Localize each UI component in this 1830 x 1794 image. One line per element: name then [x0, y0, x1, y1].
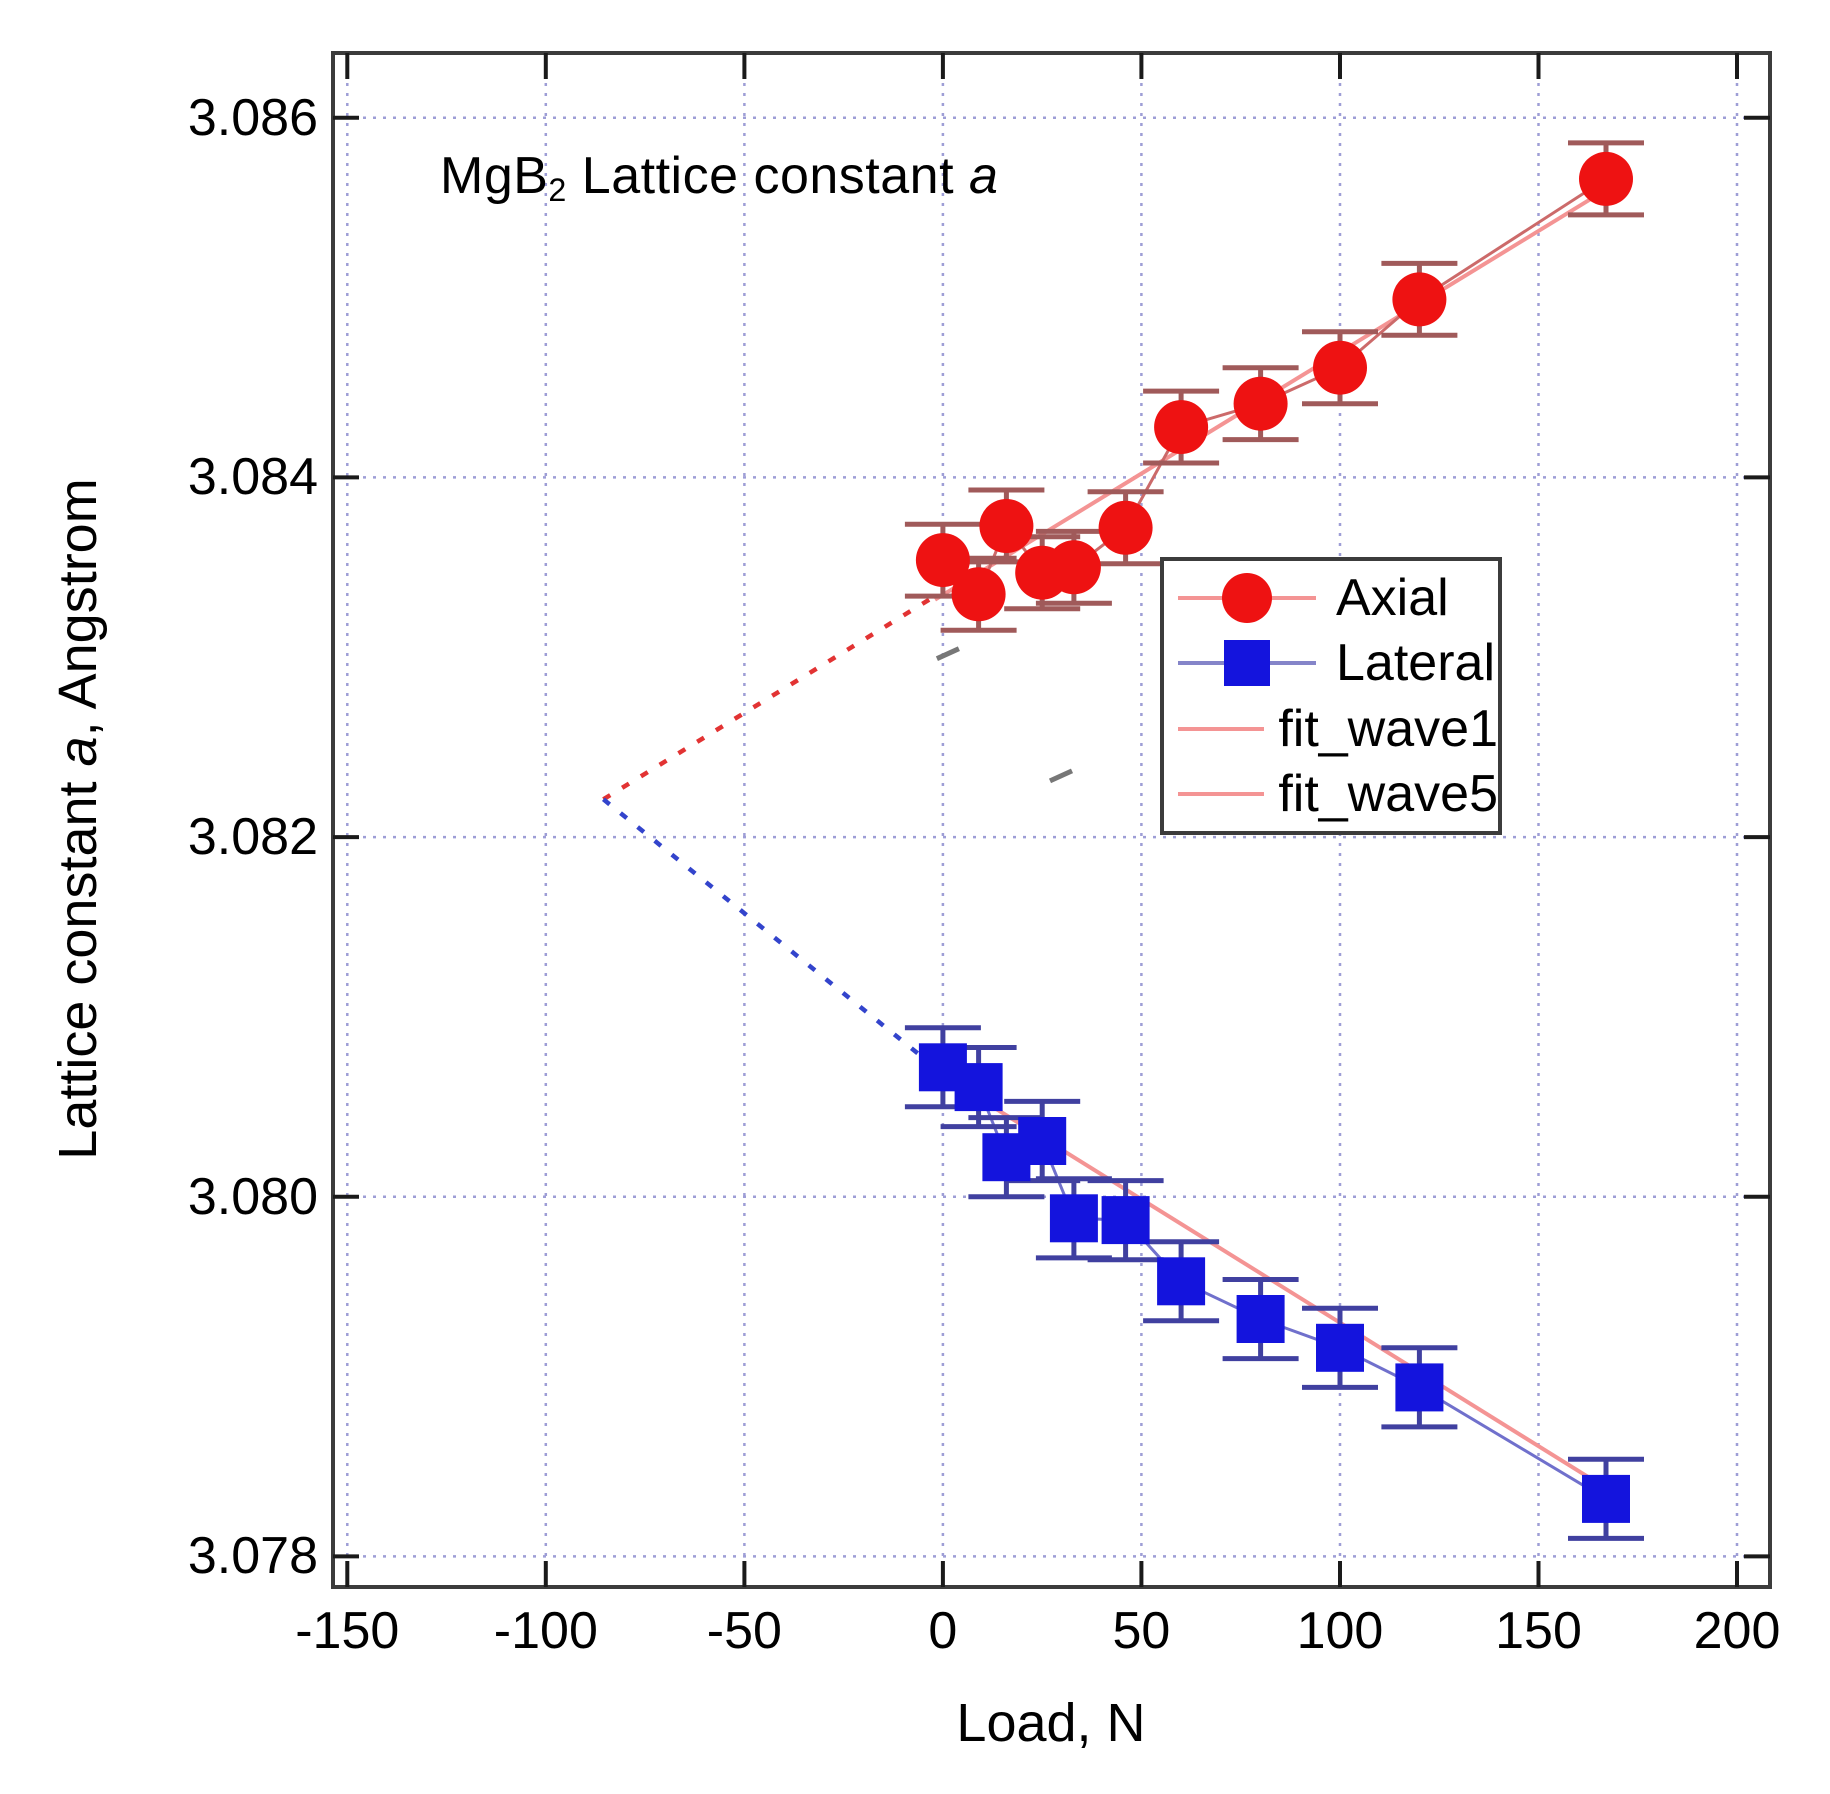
- axial-data-point: [1579, 151, 1633, 206]
- lateral-dashed-line: [601, 797, 937, 1070]
- legend-item-axial: Axial: [1172, 567, 1498, 629]
- axial-data-point: [1313, 340, 1367, 395]
- axial-data-point: [915, 533, 970, 588]
- y-tick-label: 3.078: [187, 1527, 318, 1586]
- legend-label: Lateral: [1336, 634, 1495, 693]
- lateral-data-point: [1236, 1295, 1285, 1343]
- x-tick-label: -100: [493, 1602, 598, 1660]
- y-tick-label: 3.082: [187, 808, 318, 867]
- legend-item-fit_wave1: fit_wave1: [1172, 698, 1498, 760]
- axial-data-point: [1046, 540, 1101, 595]
- lateral-data-point: [1316, 1323, 1364, 1372]
- plot-frame: [331, 51, 1772, 1589]
- legend-swatch: [1178, 792, 1265, 797]
- chart-title-text: Lattice constant: [566, 147, 969, 205]
- lateral-data-point: [1101, 1196, 1150, 1245]
- x-tick-label: 0: [928, 1602, 958, 1660]
- y-axis-title: Lattice constant a, Angstrom: [47, 369, 109, 1269]
- y-tick-label: 3.084: [187, 448, 318, 507]
- lateral-data-point: [1018, 1117, 1067, 1165]
- speck-artifact: [935, 646, 960, 661]
- speck-artifact: [1048, 768, 1074, 784]
- lateral-data-point: [1049, 1194, 1098, 1243]
- axial-dashed-line: [602, 594, 937, 802]
- axial-data-point: [1233, 376, 1288, 431]
- x-axis-title: Load, N: [956, 1693, 1146, 1753]
- y-axis-title-pre: Lattice constant: [48, 766, 108, 1160]
- x-tick-label: -50: [706, 1602, 782, 1660]
- chart-title-subscript: 2: [548, 172, 567, 209]
- axial-data-point: [1392, 272, 1447, 327]
- axial-data-point: [951, 567, 1006, 622]
- chart-title-formula: MgB: [440, 147, 549, 205]
- lateral-data-point: [1395, 1363, 1444, 1412]
- legend-label: Axial: [1336, 568, 1449, 627]
- chart-title-symbol: a: [968, 147, 999, 205]
- lateral-data-point: [1582, 1474, 1630, 1523]
- legend-square-marker-icon: [1224, 640, 1270, 687]
- x-tick-label: 200: [1693, 1602, 1781, 1660]
- legend-swatch: [1178, 572, 1316, 623]
- legend-swatch: [1178, 640, 1316, 687]
- legend-item-fit_wave5: fit_wave5: [1172, 763, 1498, 825]
- y-tick-label: 3.086: [187, 88, 318, 147]
- y-axis-title-symbol: a: [48, 736, 108, 767]
- lateral-data-point: [1157, 1257, 1206, 1306]
- legend-label: fit_wave1: [1278, 699, 1498, 758]
- lateral-data-point: [954, 1063, 1003, 1112]
- x-tick-label: 50: [1112, 1602, 1171, 1660]
- legend-swatch: [1178, 726, 1265, 731]
- x-tick-label: 150: [1495, 1602, 1582, 1660]
- chart-title: MgB2 Lattice constant a: [440, 146, 998, 209]
- legend-label: fit_wave5: [1278, 765, 1498, 824]
- x-tick-label: -150: [295, 1602, 400, 1660]
- legend-item-lateral: Lateral: [1172, 632, 1498, 694]
- y-tick-label: 3.080: [187, 1167, 318, 1226]
- legend-circle-marker-icon: [1222, 572, 1272, 623]
- axial-data-point: [1154, 400, 1209, 455]
- x-tick-label: 100: [1296, 1602, 1384, 1660]
- axial-data-point: [979, 499, 1034, 553]
- axial-data-point: [1098, 500, 1153, 555]
- y-axis-title-post: , Angstrom: [48, 478, 108, 737]
- legend-box: Axial Lateral fit_wave1 fit_wave5: [1160, 557, 1502, 835]
